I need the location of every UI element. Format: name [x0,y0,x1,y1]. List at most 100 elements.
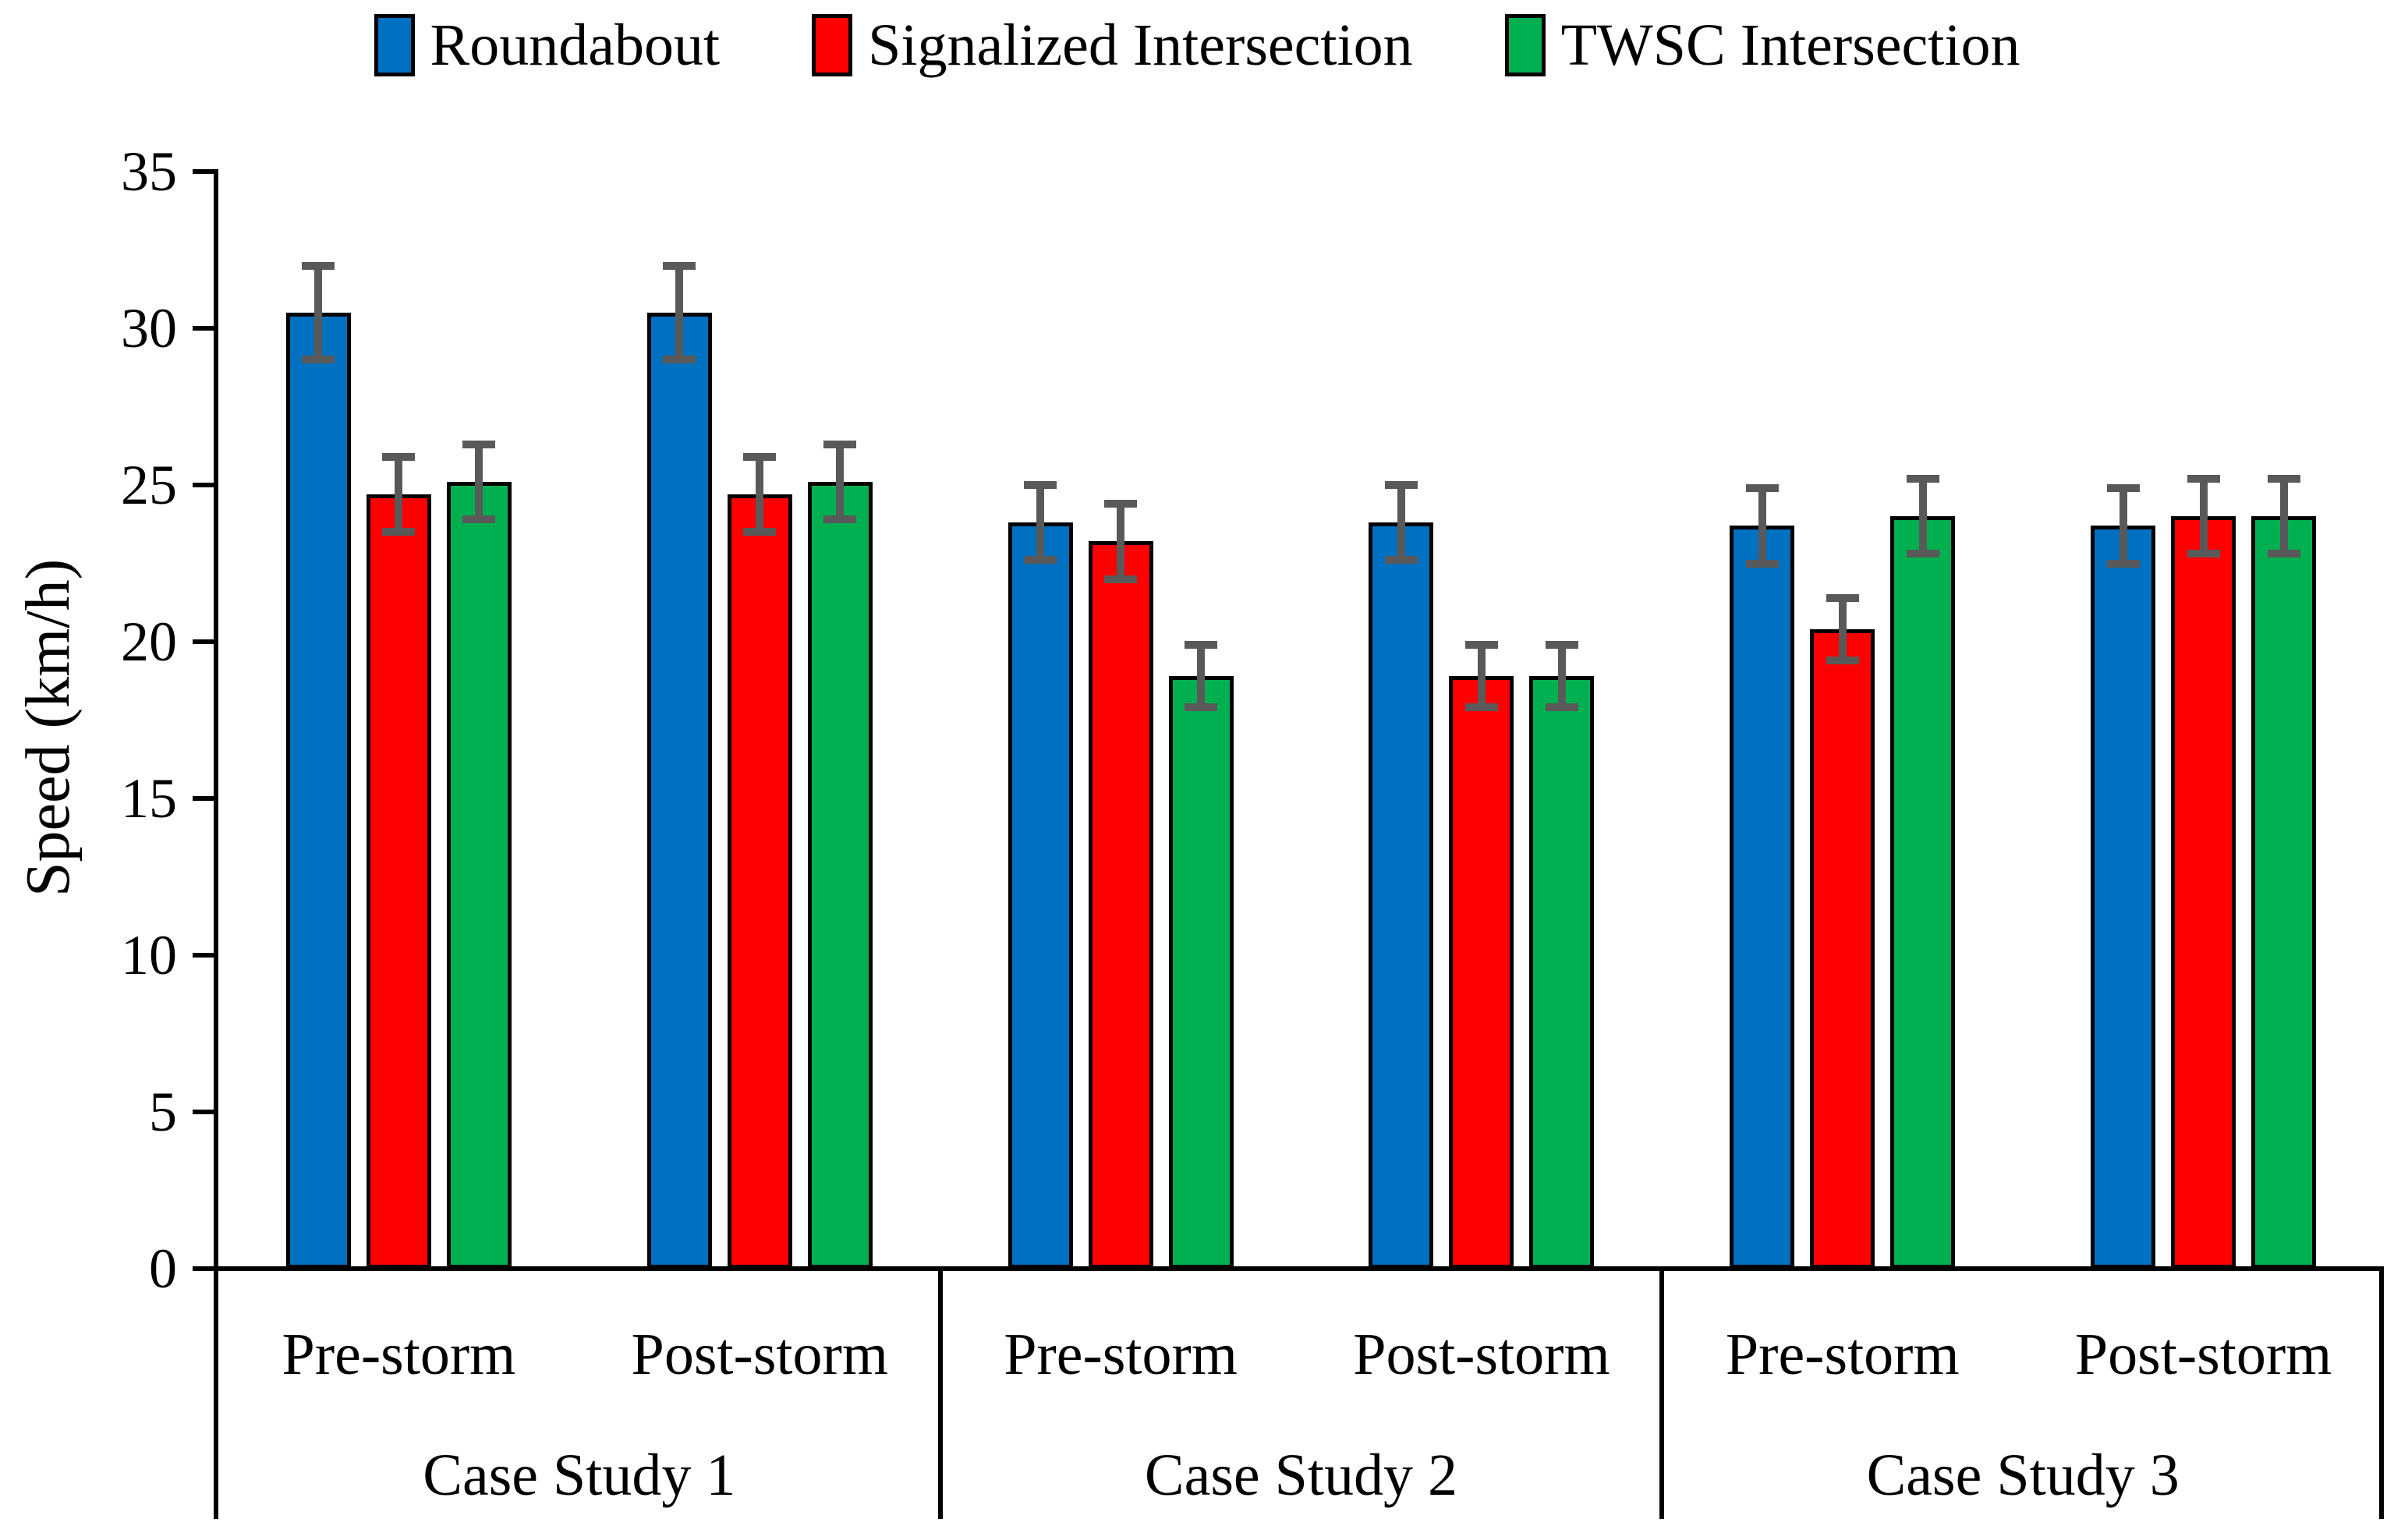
legend-item-twsc-intersection: TWSC Intersection [1504,14,2020,76]
case-study-label: Case Study 3 [1866,1443,2180,1508]
y-tick [193,1110,214,1114]
condition-label: Pre-storm [1004,1322,1238,1387]
y-tick-label: 20 [121,611,177,673]
error-bar-cap-bottom [1104,575,1138,583]
legend-swatch-twsc-intersection [1504,14,1546,76]
error-bar-stem [314,265,323,360]
error-bar-stem [1397,485,1405,561]
bar-twsc-intersection [1529,676,1595,1269]
error-bar-stem [395,456,403,533]
error-bar-cap-top [2106,484,2140,493]
error-bar-cap-bottom [1464,703,1498,712]
error-bar-cap-bottom [663,356,696,364]
error-bar-cap-top [1745,484,1779,493]
y-tick [193,483,214,487]
y-tick-label: 10 [121,924,177,986]
y-tick-label: 25 [121,454,177,516]
error-bar-stem [1117,504,1125,579]
bar-twsc-intersection [807,481,873,1269]
error-bar-cap-bottom [1906,550,1939,558]
error-bar-cap-top [1024,481,1057,489]
y-tick [193,326,214,331]
condition-label: Post-storm [631,1322,888,1387]
error-bar-stem [1557,645,1566,708]
error-bar-cap-top [743,452,777,461]
error-bar-stem [1036,485,1045,561]
error-bar-stem [836,444,845,520]
condition-label: Pre-storm [282,1322,516,1387]
y-tick-label: 0 [149,1237,177,1300]
error-bar-cap-top [1185,641,1218,650]
chart-legend: Roundabout Signalized Intersection TWSC … [0,14,2394,76]
error-bar-stem [2199,478,2208,554]
error-bar-stem [1197,645,1206,708]
error-bar-stem [2279,478,2288,554]
error-bar-stem [1918,478,1927,554]
bar-signalized-intersection [1810,628,1875,1269]
bar-roundabout [2091,526,2156,1269]
condition-label: Pre-storm [1725,1322,1960,1387]
category-divider [1659,1269,1665,1519]
bar-signalized-intersection [366,494,431,1269]
y-tick [193,1266,214,1271]
error-bar-cap-bottom [1826,657,1859,665]
legend-swatch-signalized-intersection [812,14,853,76]
y-tick [193,169,214,174]
legend-item-signalized-intersection: Signalized Intersection [812,14,1413,76]
error-bar-cap-top [2267,474,2300,483]
y-tick-label: 15 [121,767,177,830]
error-bar-cap-bottom [2267,550,2300,558]
bar-roundabout [1730,526,1795,1269]
error-bar-stem [675,265,684,360]
y-tick [193,639,214,644]
condition-label: Post-storm [1353,1322,1610,1387]
category-divider [937,1269,943,1519]
bar-roundabout [285,312,351,1269]
bar-roundabout [1369,522,1434,1269]
error-bar-stem [1758,488,1766,564]
error-bar-cap-bottom [1545,703,1578,712]
bar-twsc-intersection [446,481,512,1269]
error-bar-cap-top [1384,481,1418,489]
bar-twsc-intersection [2251,516,2317,1269]
bar-signalized-intersection [2171,516,2236,1269]
x-axis-baseline [214,1266,2384,1271]
error-bar-cap-bottom [743,528,777,536]
bar-roundabout [1008,522,1073,1269]
y-axis-line [214,169,218,1519]
bar-signalized-intersection [727,494,792,1269]
error-bar-cap-bottom [382,528,416,536]
error-bar-stem [756,456,764,533]
bar-twsc-intersection [1168,676,1234,1269]
error-bar-stem [475,444,483,520]
error-bar-cap-top [1464,641,1498,650]
legend-label-roundabout: Roundabout [430,12,721,78]
error-bar-cap-top [1906,474,1939,483]
bar-roundabout [646,312,712,1269]
y-tick-label: 35 [121,140,177,203]
y-tick-label: 30 [121,297,177,359]
bar-signalized-intersection [1088,541,1153,1269]
error-bar-cap-bottom [823,515,857,524]
error-bar-stem [1838,597,1847,661]
error-bar-cap-bottom [2106,559,2140,568]
error-bar-cap-bottom [1745,559,1779,568]
case-study-label: Case Study 2 [1144,1443,1458,1508]
error-bar-cap-top [663,261,696,270]
error-bar-cap-bottom [302,356,335,364]
error-bar-cap-bottom [1384,556,1418,565]
category-divider [2379,1269,2384,1519]
legend-label-signalized-intersection: Signalized Intersection [868,12,1413,78]
error-bar-cap-bottom [1024,556,1057,565]
error-bar-cap-top [823,440,857,448]
bar-twsc-intersection [1890,516,1956,1269]
y-tick-label: 5 [149,1081,177,1143]
error-bar-cap-top [302,261,335,270]
error-bar-stem [1477,645,1486,708]
error-bar-stem [2119,488,2127,564]
error-bar-cap-bottom [2187,550,2220,558]
bar-signalized-intersection [1449,676,1514,1269]
error-bar-cap-bottom [462,515,496,524]
error-bar-cap-top [1826,593,1859,602]
